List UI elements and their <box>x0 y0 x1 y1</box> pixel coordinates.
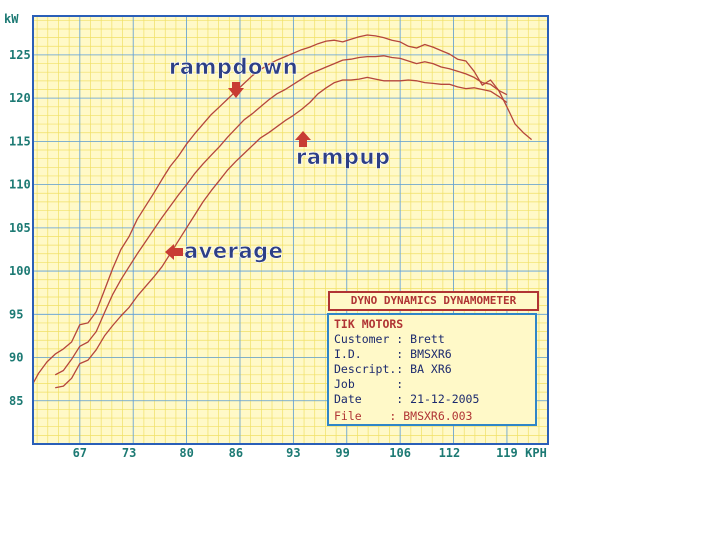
y-tick-label: 100 <box>9 264 31 278</box>
curves <box>32 34 533 389</box>
job-line: Job : <box>334 377 404 391</box>
id-line: I.D. : BMSXR6 <box>334 347 452 361</box>
plot-frame <box>32 15 549 445</box>
series-line-rampdown <box>32 34 533 384</box>
dyno-title: DYNO DYNAMICS DYNAMOMETER <box>350 294 517 307</box>
arrow-icon <box>228 82 244 98</box>
x-tick-label: 99 <box>335 446 349 460</box>
y-tick-label: 115 <box>9 134 31 148</box>
x-tick-label: 86 <box>229 446 243 460</box>
dyno-title-box: DYNO DYNAMICS DYNAMOMETER <box>328 291 539 311</box>
y-tick-label: 110 <box>9 178 31 192</box>
file-line: File : BMSXR6.003 <box>334 409 473 423</box>
arrow-icon <box>165 244 183 260</box>
x-tick-label: 106 <box>389 446 411 460</box>
y-tick-label: 125 <box>9 48 31 62</box>
x-tick-label: 119 <box>496 446 518 460</box>
x-tick-label: 73 <box>122 446 136 460</box>
frame-border <box>32 15 549 445</box>
info-panel: TIK MOTORS Customer : Brett I.D. : BMSXR… <box>327 313 537 426</box>
x-axis-ticks: 67 73 80 86 93 99 106 112 119 KPH <box>73 446 547 460</box>
annotations: rampdown rampup average <box>165 55 390 263</box>
y-tick-label: 95 <box>9 307 23 321</box>
y-tick-label: 120 <box>9 91 31 105</box>
y-tick-label: 85 <box>9 394 23 408</box>
arrow-icon <box>295 131 311 147</box>
x-tick-label: 67 <box>73 446 87 460</box>
x-tick-label: 80 <box>179 446 193 460</box>
annotation-average: average <box>184 239 283 263</box>
annotation-rampdown: rampdown <box>169 55 298 79</box>
company-name: TIK MOTORS <box>334 317 404 331</box>
annotation-rampup: rampup <box>296 145 390 169</box>
series-line-average <box>54 55 508 376</box>
x-axis-label: KPH <box>525 446 547 460</box>
description-line: Descript.: BA XR6 <box>334 362 452 376</box>
x-tick-label: 112 <box>439 446 461 460</box>
x-tick-label: 93 <box>286 446 300 460</box>
y-tick-label: 90 <box>9 351 23 365</box>
series-line-rampup <box>55 76 508 389</box>
y-tick-label: 105 <box>9 221 31 235</box>
y-axis-label: kW <box>4 12 19 26</box>
customer-line: Customer : Brett <box>334 332 445 346</box>
y-axis-ticks: kW 85 90 95 100 105 110 115 120 125 <box>4 12 31 408</box>
date-line: Date : 21-12-2005 <box>334 392 480 406</box>
